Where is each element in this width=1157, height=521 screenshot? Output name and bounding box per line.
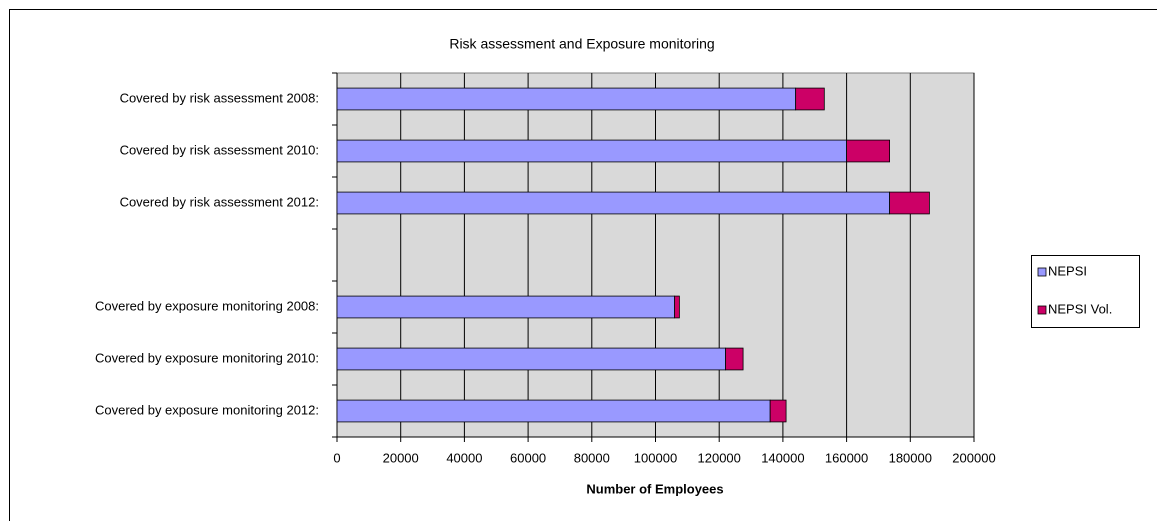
- chart-title: Risk assessment and Exposure monitoring: [449, 36, 714, 52]
- x-tick-label: 140000: [761, 450, 804, 465]
- bar-segment: [336, 295, 676, 319]
- y-tick-label: Covered by risk assessment 2010:: [120, 142, 319, 157]
- y-tick-label: Covered by exposure monitoring 2008:: [95, 298, 319, 313]
- bar-segment: [769, 399, 787, 423]
- bar-segment: [846, 139, 890, 163]
- x-tick-label: 180000: [889, 450, 932, 465]
- bar-segment: [336, 347, 726, 371]
- x-tick-label: 20000: [383, 450, 419, 465]
- legend-label: NEPSI Vol.: [1048, 301, 1112, 316]
- y-tick-label: Covered by risk assessment 2012:: [120, 194, 319, 209]
- x-tick-label: 120000: [698, 450, 741, 465]
- x-tick-label: 200000: [952, 450, 995, 465]
- x-tick-label: 80000: [574, 450, 610, 465]
- x-tick-label: 0: [333, 450, 340, 465]
- bar-segment: [889, 191, 930, 215]
- legend-swatch: [1037, 267, 1047, 277]
- y-tick-label: Covered by exposure monitoring 2012:: [95, 402, 319, 417]
- x-tick-label: 60000: [510, 450, 546, 465]
- legend-box: [1031, 255, 1140, 328]
- bar-segment: [795, 87, 825, 111]
- y-tick-label: Covered by risk assessment 2008:: [120, 90, 319, 105]
- bar-segment: [336, 139, 848, 163]
- legend-label: NEPSI: [1048, 263, 1087, 278]
- x-tick-label: 40000: [446, 450, 482, 465]
- bar-segment: [336, 399, 771, 423]
- bar-segment: [674, 295, 680, 319]
- bar-segment: [725, 347, 744, 371]
- x-axis-title: Number of Employees: [586, 481, 723, 496]
- x-tick-label: 100000: [634, 450, 677, 465]
- bar-segment: [336, 191, 890, 215]
- x-tick-label: 160000: [825, 450, 868, 465]
- y-tick-label: Covered by exposure monitoring 2010:: [95, 350, 319, 365]
- bar-segment: [336, 87, 797, 111]
- legend-swatch: [1037, 305, 1047, 315]
